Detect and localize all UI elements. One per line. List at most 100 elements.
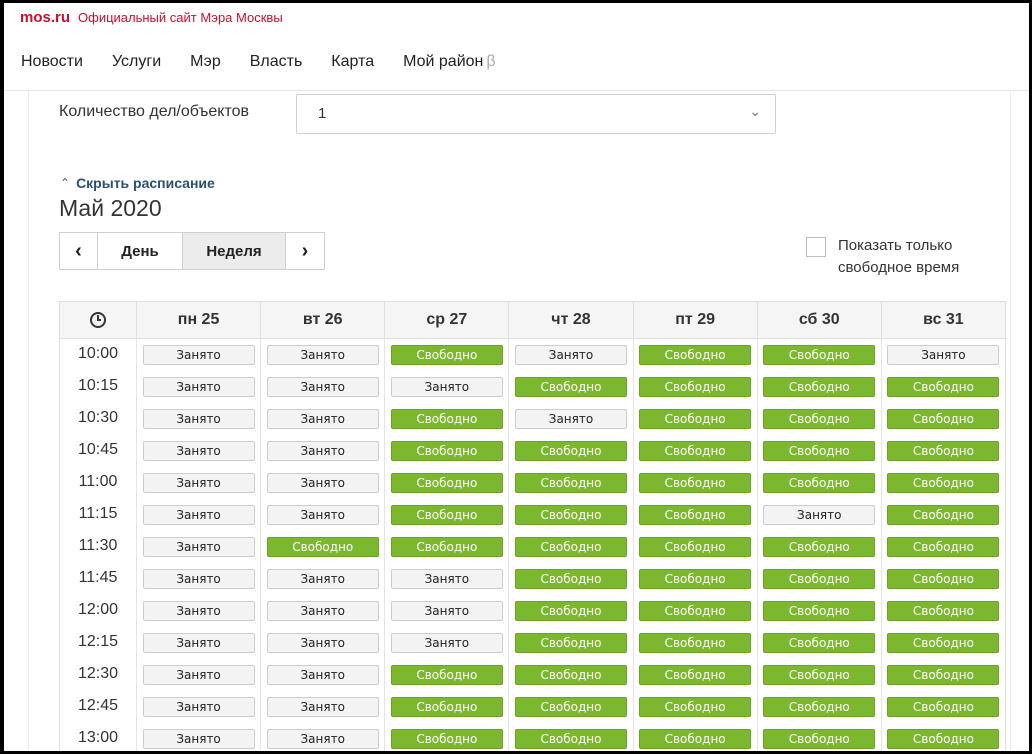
site-subtitle[interactable]: Официальный сайт Мэра Москвы: [78, 10, 283, 25]
slot-free-button[interactable]: Свободно: [266, 537, 379, 557]
slot-free-button[interactable]: Свободно: [763, 601, 876, 621]
slot-free-button[interactable]: Свободно: [639, 377, 752, 397]
schedule-row: 10:00 Занято Занято Свободно Занято Свободно С…: [60, 339, 1005, 371]
month-title: Май 2020: [59, 195, 162, 221]
slot-free-button[interactable]: Свободно: [639, 601, 752, 621]
site-logo[interactable]: mos.ru: [20, 9, 71, 26]
slot-free-button[interactable]: Свободно: [514, 473, 627, 493]
free-only-toggle[interactable]: Показать только свободное время: [806, 235, 988, 279]
slot-free-button[interactable]: Свободно: [887, 441, 1000, 461]
day-header: вт 26: [260, 302, 384, 338]
slot-free-button[interactable]: Свободно: [763, 729, 876, 749]
schedule-cell: Занято: [136, 435, 260, 467]
slot-free-button[interactable]: Свободно: [887, 633, 1000, 653]
slot-free-button[interactable]: Свободно: [390, 729, 503, 749]
schedule-cell: Свободно: [508, 659, 632, 691]
nav-item-mayor[interactable]: Мэр: [190, 53, 221, 70]
slot-free-button[interactable]: Свободно: [390, 441, 503, 461]
nav-item-government[interactable]: Власть: [249, 53, 303, 70]
slot-free-button[interactable]: Свободно: [639, 409, 752, 429]
slot-free-button[interactable]: Свободно: [514, 377, 627, 397]
slot-busy-button: Занято: [142, 441, 255, 461]
slot-free-button[interactable]: Свободно: [390, 537, 503, 557]
nav-item-services[interactable]: Услуги: [111, 53, 162, 70]
free-only-checkbox[interactable]: [806, 237, 826, 257]
slot-free-button[interactable]: Свободно: [763, 345, 876, 365]
schedule-cell: Занято: [260, 691, 384, 723]
slot-free-button[interactable]: Свободно: [639, 473, 752, 493]
nav-item-map[interactable]: Карта: [331, 53, 375, 70]
slot-free-button[interactable]: Свободно: [514, 505, 627, 525]
slot-free-button[interactable]: Свободно: [514, 601, 627, 621]
schedule-cell: Занято: [260, 339, 384, 371]
slot-free-button[interactable]: Свободно: [639, 633, 752, 653]
slot-free-button[interactable]: Свободно: [887, 697, 1000, 717]
time-label: 12:00: [77, 601, 119, 618]
hide-schedule-link[interactable]: ⌃ Скрыть расписание: [60, 175, 215, 191]
view-week-button[interactable]: Неделя: [183, 233, 286, 269]
slot-free-button[interactable]: Свободно: [763, 633, 876, 653]
schedule-cell: Свободно: [384, 531, 508, 563]
schedule-cell: Занято: [136, 659, 260, 691]
slot-free-button[interactable]: Свободно: [390, 505, 503, 525]
nav-item-my-district-label: Мой район: [403, 53, 484, 70]
prev-week-button[interactable]: ‹: [60, 233, 98, 269]
slot-free-button[interactable]: Свободно: [514, 729, 627, 749]
schedule-row: 11:45 Занято Занято Занято Свободно Свободно С…: [60, 563, 1005, 595]
schedule-cell: Свободно: [508, 627, 632, 659]
slot-free-button[interactable]: Свободно: [390, 473, 503, 493]
slot-free-button[interactable]: Свободно: [514, 697, 627, 717]
slot-free-button[interactable]: Свободно: [887, 665, 1000, 685]
slot-free-button[interactable]: Свободно: [887, 601, 1000, 621]
slot-free-button[interactable]: Свободно: [639, 441, 752, 461]
slot-free-button[interactable]: Свободно: [763, 569, 876, 589]
slot-free-button[interactable]: Свободно: [887, 473, 1000, 493]
slot-free-button[interactable]: Свободно: [639, 665, 752, 685]
slot-free-button[interactable]: Свободно: [390, 665, 503, 685]
slot-free-button[interactable]: Свободно: [639, 697, 752, 717]
schedule-cell: Занято: [260, 403, 384, 435]
slot-free-button[interactable]: Свободно: [514, 665, 627, 685]
slot-free-button[interactable]: Свободно: [639, 729, 752, 749]
slot-free-button[interactable]: Свободно: [763, 409, 876, 429]
slot-busy-button: Занято: [142, 537, 255, 557]
slot-free-button[interactable]: Свободно: [514, 633, 627, 653]
slot-free-button[interactable]: Свободно: [763, 697, 876, 717]
schedule-cell: Свободно: [632, 339, 757, 371]
schedule-cell: Свободно: [756, 403, 881, 435]
slot-free-button[interactable]: Свободно: [763, 441, 876, 461]
nav-item-my-district[interactable]: Мой район β: [403, 53, 495, 71]
slot-free-button[interactable]: Свободно: [639, 345, 752, 365]
slot-free-button[interactable]: Свободно: [514, 441, 627, 461]
slot-free-button[interactable]: Свободно: [390, 345, 503, 365]
slot-busy-button: Занято: [266, 569, 379, 589]
slot-free-button[interactable]: Свободно: [887, 409, 1000, 429]
schedule-cell: Занято: [136, 723, 260, 751]
slot-free-button[interactable]: Свободно: [887, 537, 1000, 557]
slot-free-button[interactable]: Свободно: [887, 569, 1000, 589]
slot-free-button[interactable]: Свободно: [887, 729, 1000, 749]
quantity-select[interactable]: 1 ⌄: [296, 94, 776, 134]
slot-free-button[interactable]: Свободно: [639, 537, 752, 557]
slot-free-button[interactable]: Свободно: [763, 665, 876, 685]
slot-free-button[interactable]: Свободно: [887, 377, 1000, 397]
slot-free-button[interactable]: Свободно: [514, 569, 627, 589]
slot-free-button[interactable]: Свободно: [763, 473, 876, 493]
slot-free-button[interactable]: Свободно: [514, 537, 627, 557]
schedule-cell: Свободно: [880, 467, 1005, 499]
schedule-cell: Занято: [260, 499, 384, 531]
slot-free-button[interactable]: Свободно: [390, 409, 503, 429]
slot-busy-button: Занято: [266, 633, 379, 653]
slot-free-button[interactable]: Свободно: [639, 569, 752, 589]
slot-free-button[interactable]: Свободно: [390, 697, 503, 717]
schedule-cell: Свободно: [880, 371, 1005, 403]
view-day-button[interactable]: День: [98, 233, 183, 269]
schedule-cell: Свободно: [508, 563, 632, 595]
slot-free-button[interactable]: Свободно: [763, 537, 876, 557]
next-week-button[interactable]: ›: [301, 239, 309, 262]
schedule-cell: Свободно: [632, 659, 757, 691]
slot-free-button[interactable]: Свободно: [763, 377, 876, 397]
slot-free-button[interactable]: Свободно: [887, 505, 1000, 525]
nav-item-news[interactable]: Новости: [21, 53, 83, 70]
slot-free-button[interactable]: Свободно: [639, 505, 752, 525]
